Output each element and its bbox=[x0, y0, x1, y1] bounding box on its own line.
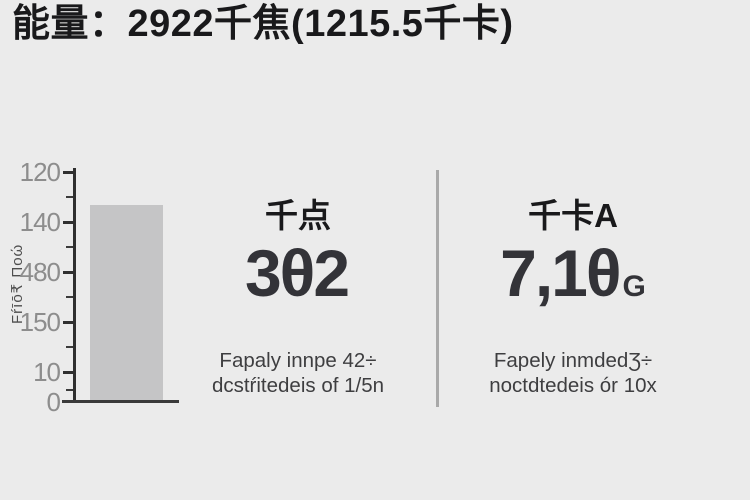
stat-note-line2: dcstŕitedeis of 1/5n bbox=[211, 374, 385, 398]
stat-note-line1: Fapaly innpe 42÷ bbox=[219, 349, 377, 373]
y-axis-line bbox=[73, 168, 76, 403]
tick-mark bbox=[63, 171, 73, 174]
stat-note-line1: Fapely inmdedƷ÷ bbox=[493, 349, 653, 373]
y-tick-label: 120 bbox=[19, 157, 61, 187]
page-title: 能量：2922千焦(1215.5千卡) bbox=[12, 3, 514, 45]
y-tick-label: 10 bbox=[33, 357, 61, 387]
tick-mark-minor bbox=[66, 346, 73, 348]
stat-note-line2: noctdtedeis ór 10x bbox=[489, 374, 657, 398]
y-tick-label: 150 bbox=[19, 307, 61, 337]
stat-header: 千卡A bbox=[528, 197, 618, 234]
stat-note: Fapaly innpe 42÷ dcstŕitedeis of 1/5n bbox=[188, 348, 408, 398]
stat-block-right: 千卡A 7,1θ G Fapely inmdedƷ÷ noctdtedeis ór… bbox=[463, 197, 683, 398]
tick-mark bbox=[63, 271, 73, 274]
stat-block-left: 千点 3θ2 Fapaly innpe 42÷ dcstŕitedeis of … bbox=[188, 197, 408, 398]
vertical-divider bbox=[436, 170, 439, 407]
tick-mark-minor bbox=[66, 246, 73, 248]
stat-value-number: 3θ2 bbox=[244, 236, 350, 311]
tick-mark bbox=[63, 221, 73, 224]
stat-value-number: 7,1θ bbox=[500, 236, 621, 311]
tick-mark bbox=[63, 371, 73, 374]
tick-mark bbox=[63, 321, 73, 324]
y-tick-label: 140 bbox=[19, 207, 61, 237]
energy-bar bbox=[90, 205, 163, 400]
stat-note: Fapely inmdedƷ÷ noctdtedeis ór 10x bbox=[463, 348, 683, 398]
stat-value-unit: G bbox=[622, 270, 646, 304]
y-tick-label: 0 bbox=[46, 387, 61, 417]
y-tick-label: 480 bbox=[19, 257, 61, 287]
stat-value: 7,1θ G bbox=[463, 240, 683, 306]
stat-header: 千点 bbox=[265, 197, 331, 234]
tick-mark-minor bbox=[66, 196, 73, 198]
stat-value: 3θ2 bbox=[188, 240, 408, 306]
tick-mark-minor bbox=[66, 389, 73, 391]
x-axis-line bbox=[62, 400, 179, 403]
tick-mark-minor bbox=[66, 296, 73, 298]
